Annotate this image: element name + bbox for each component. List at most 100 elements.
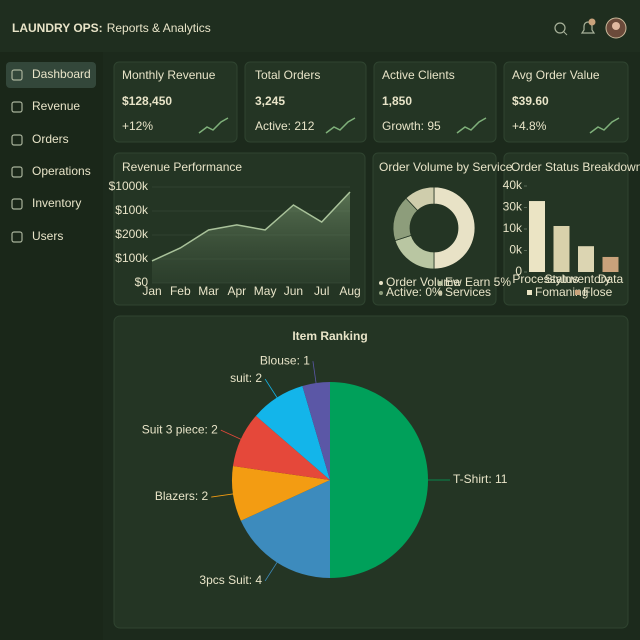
nav-item[interactable]: Orders: [32, 132, 69, 146]
legend-swatch: [575, 290, 580, 295]
nav-item[interactable]: Users: [32, 229, 63, 243]
avatar[interactable]: [605, 17, 627, 39]
y-tick-label: $100k: [115, 203, 149, 217]
nav-item[interactable]: Revenue: [32, 99, 80, 113]
y-tick-label: 30k: [503, 200, 523, 214]
panel: [372, 152, 497, 306]
y-tick-label: 10k: [503, 221, 523, 235]
slice-label: 3pcs Suit: 4: [199, 573, 262, 587]
x-tick-label: Feb: [170, 284, 191, 298]
x-tick-label: May: [254, 284, 277, 298]
pie-slice: [232, 466, 330, 521]
y-tick-label: 40k: [503, 178, 523, 192]
slice-label: suit: 2: [230, 371, 262, 385]
y-tick-label: $0: [135, 275, 149, 289]
kpi-sub: +12%: [122, 119, 153, 133]
brand: LAUNDRY OPS:: [12, 21, 103, 35]
slice-label: Blazers: 2: [155, 489, 209, 503]
nav-icon: [11, 69, 23, 81]
kpi-label: Avg Order Value: [512, 68, 600, 82]
legend-label: Order Volume: [386, 275, 460, 289]
legend-label: Ew Earn 5%: [445, 275, 511, 289]
legend-swatch: [379, 281, 383, 285]
bar: [529, 201, 545, 272]
kpi-label: Active Clients: [382, 68, 455, 82]
active-nav: [6, 62, 96, 88]
bar: [553, 225, 570, 272]
x-tick-label: Jan: [142, 284, 161, 298]
chart-title: Revenue Performance: [122, 160, 242, 174]
x-tick-label: Status: [544, 272, 578, 286]
legend-swatch: [379, 291, 383, 295]
x-tick-label: Data: [598, 272, 624, 286]
donut-segment: [405, 186, 435, 212]
slice-label: Suit 3 piece: 2: [142, 422, 218, 436]
nav-icon: [11, 231, 23, 243]
kpi-sub: Active: 212: [255, 119, 315, 133]
leader-line: [211, 493, 234, 498]
nav-icon: [11, 134, 23, 146]
y-tick-label: $200k: [115, 227, 149, 241]
pie-slice: [240, 480, 330, 578]
legend-swatch: [438, 291, 442, 295]
pie-slice: [302, 382, 330, 480]
x-tick-label: Jul: [314, 284, 329, 298]
x-tick-label: Inventory: [561, 272, 610, 286]
nav-item[interactable]: Operations: [32, 164, 91, 178]
pie-slice: [232, 415, 330, 480]
legend-swatch: [527, 290, 532, 295]
leader-line: [264, 562, 278, 582]
legend-label: Services: [445, 285, 491, 299]
leader-line: [312, 361, 317, 384]
y-tick-label: $1000k: [109, 179, 149, 193]
kpi-sub: Growth: 95: [382, 119, 441, 133]
area: [152, 192, 350, 283]
legend-swatch: [438, 281, 442, 285]
notification-icon[interactable]: [580, 18, 596, 34]
kpi-value: $39.60: [512, 94, 549, 108]
chart-title: Order Volume by Service: [379, 160, 513, 174]
leader-line: [264, 378, 278, 398]
leader-line: [220, 429, 242, 440]
legend-label: Flose: [583, 285, 613, 299]
y-tick-label: 0: [515, 264, 522, 278]
kpi-value: 1,850: [382, 94, 412, 108]
sidebar: [0, 52, 103, 640]
nav-icon: [11, 166, 23, 178]
donut-segment: [433, 186, 476, 270]
x-tick-label: Aug: [339, 284, 360, 298]
nav-item[interactable]: Inventory: [32, 196, 81, 210]
page-title: Reports & Analytics: [107, 21, 211, 35]
x-tick-label: Processy: [512, 272, 561, 286]
kpi-sub: +4.8%: [512, 119, 547, 133]
nav-item[interactable]: Dashboard: [32, 67, 91, 81]
x-tick-label: Jun: [284, 284, 303, 298]
slice-label: T-Shirt: 11: [453, 472, 508, 486]
kpi-label: Monthly Revenue: [122, 68, 216, 82]
bar: [602, 256, 619, 272]
nav-icon: [11, 101, 23, 113]
legend-label: Active: 0%: [386, 285, 443, 299]
pie-slice: [330, 382, 428, 578]
kpi-label: Total Orders: [255, 68, 320, 82]
y-tick-label: 0k: [509, 243, 523, 257]
kpi-value: $128,450: [122, 94, 172, 108]
x-tick-label: Apr: [228, 284, 247, 298]
header-bar: [0, 0, 640, 52]
chart-title: Item Ranking: [292, 329, 367, 343]
chart-title: Order Status Breakdown: [511, 160, 640, 174]
y-tick-label: $100k: [115, 251, 149, 265]
x-tick-label: Mar: [198, 284, 219, 298]
bar: [578, 246, 594, 272]
header-title: LAUNDRY OPS: Reports & Analytics: [12, 21, 211, 35]
kpi-cards: [113, 61, 629, 143]
line: [151, 191, 351, 262]
kpi-value: 3,245: [255, 94, 285, 108]
pie-slice: [255, 385, 330, 480]
search-icon[interactable]: [554, 22, 568, 36]
slice-label: Blouse: 1: [260, 353, 310, 367]
legend-label: Fomaning: [535, 285, 588, 299]
nav-icon: [11, 198, 23, 210]
